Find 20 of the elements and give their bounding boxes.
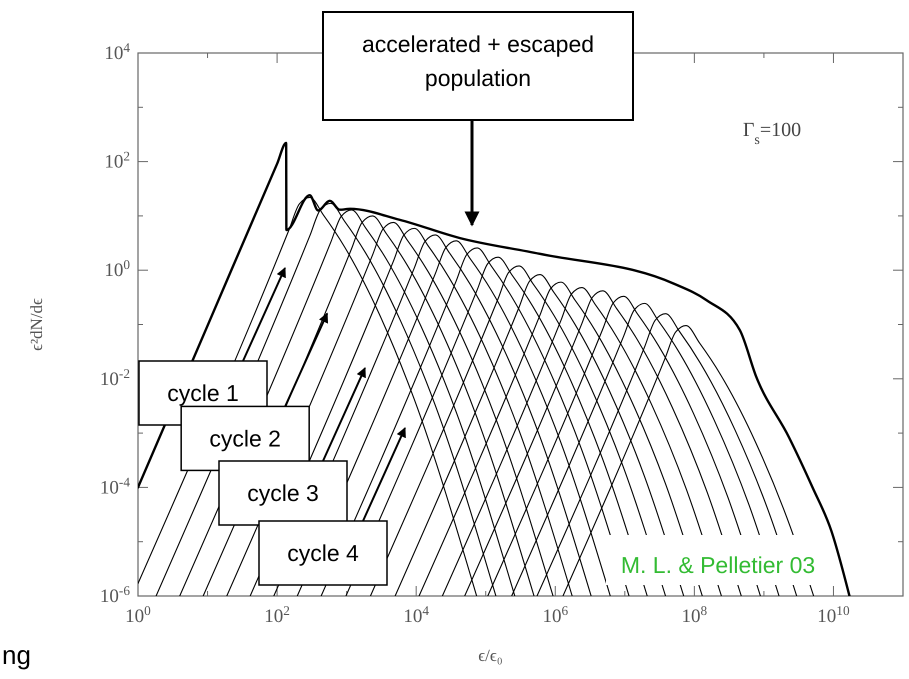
y-tick-label: 10$^{2}$ — [104, 148, 130, 173]
x-axis-title: ϵ/ϵ₀ — [478, 646, 503, 665]
annotation: cycle 4 — [287, 540, 359, 566]
annotation: cycle 3 — [247, 480, 319, 506]
y-axis-title: ϵ²dN/dϵ — [27, 298, 46, 351]
annotation: accelerated + escaped population — [362, 31, 594, 91]
x-tick-label: 10$^{4}$ — [403, 602, 430, 627]
annotation: cycle 2 — [209, 425, 281, 452]
annotation: M. L. & Pelletier 03 — [620, 552, 816, 578]
text: ng — [2, 640, 31, 670]
y-tick-label: 10$^{4}$ — [104, 40, 130, 64]
x-tick-label: 10$^{8}$ — [682, 602, 708, 627]
y-tick-label: 10$^{-2}$ — [100, 365, 130, 390]
y-tick-label: 10$^{-4}$ — [100, 474, 130, 498]
annotation: cycle 1 — [167, 380, 239, 406]
x-tick-label: 10$^{10}$ — [817, 602, 850, 627]
x-tick-label: 10$^{2}$ — [264, 602, 290, 627]
annotation: Γ$_{s}$=100 — [742, 119, 802, 148]
y-tick-label: 10$^{0}$ — [104, 256, 130, 282]
x-tick-label: 10$^{6}$ — [542, 602, 568, 627]
